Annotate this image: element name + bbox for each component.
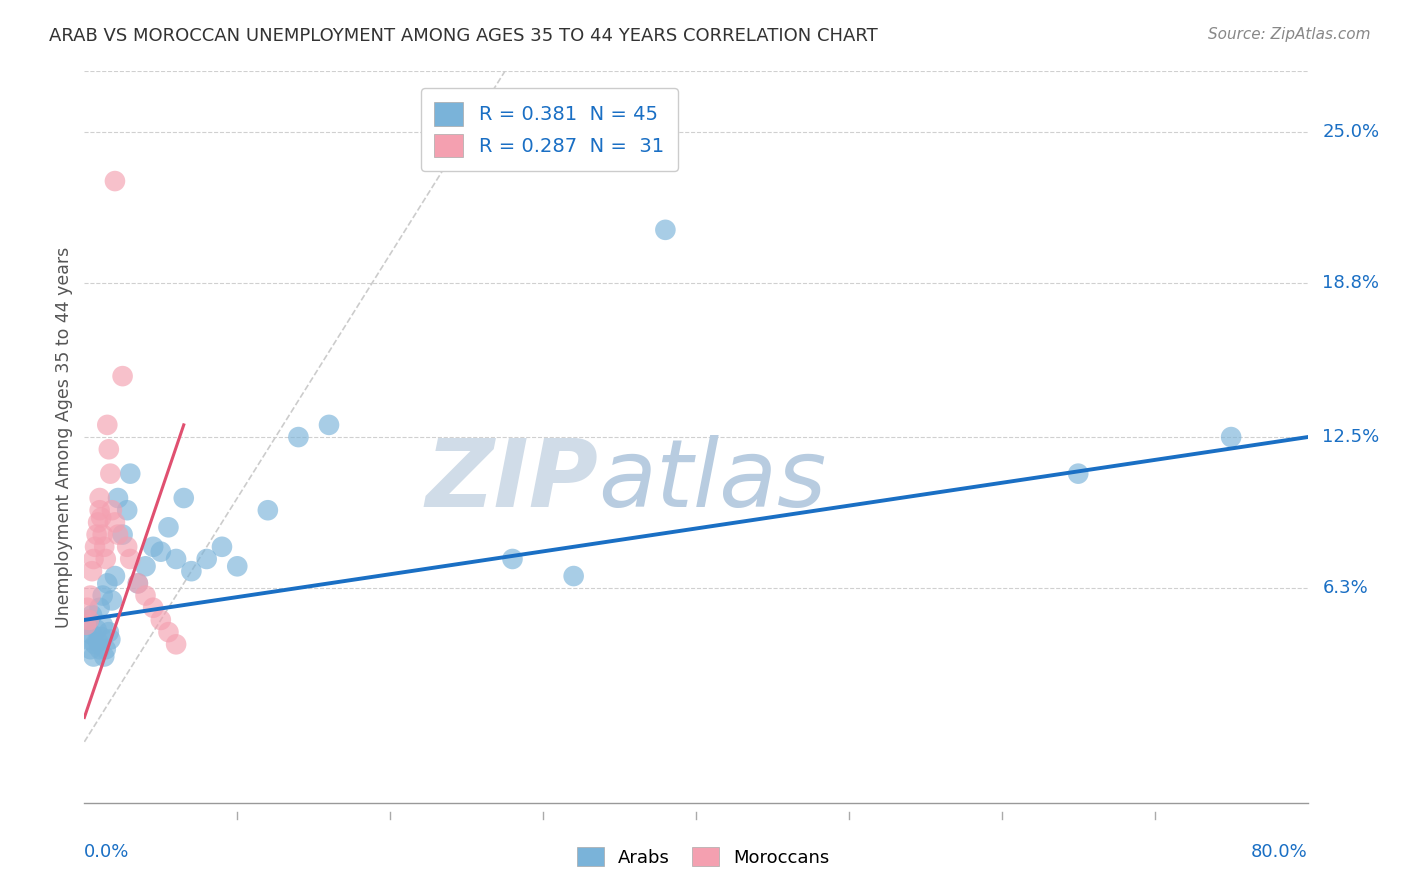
Point	[115, 540, 138, 554]
Point	[80, 608, 103, 623]
Point	[91, 527, 114, 541]
Point	[76, 600, 98, 615]
Point	[149, 613, 172, 627]
Text: atlas: atlas	[598, 435, 827, 526]
Point	[97, 442, 120, 457]
Point	[165, 637, 187, 651]
Point	[142, 540, 165, 554]
Point	[101, 503, 124, 517]
Point	[104, 516, 127, 530]
Text: Source: ZipAtlas.com: Source: ZipAtlas.com	[1208, 27, 1371, 42]
Point	[107, 527, 129, 541]
Text: 18.8%: 18.8%	[1322, 275, 1379, 293]
Y-axis label: Unemployment Among Ages 35 to 44 years: Unemployment Among Ages 35 to 44 years	[55, 246, 73, 628]
Point	[80, 627, 103, 641]
Point	[96, 417, 118, 432]
Text: ZIP: ZIP	[425, 435, 598, 527]
Point	[111, 527, 134, 541]
Text: 25.0%: 25.0%	[1322, 123, 1379, 141]
Legend: R = 0.381  N = 45, R = 0.287  N =  31: R = 0.381 N = 45, R = 0.287 N = 31	[420, 88, 678, 171]
Point	[86, 527, 108, 541]
Point	[84, 637, 107, 651]
Point	[90, 510, 112, 524]
Point	[107, 491, 129, 505]
Point	[84, 540, 107, 554]
Text: ARAB VS MOROCCAN UNEMPLOYMENT AMONG AGES 35 TO 44 YEARS CORRELATION CHART: ARAB VS MOROCCAN UNEMPLOYMENT AMONG AGES…	[49, 27, 877, 45]
Point	[97, 625, 120, 640]
Point	[77, 613, 100, 627]
Point	[120, 467, 142, 481]
Point	[91, 589, 114, 603]
Point	[89, 642, 111, 657]
Point	[93, 649, 115, 664]
Point	[101, 593, 124, 607]
Point	[94, 642, 117, 657]
Point	[120, 552, 142, 566]
Text: 0.0%: 0.0%	[84, 843, 129, 861]
Point	[76, 632, 98, 647]
Point	[127, 576, 149, 591]
Point	[89, 503, 111, 517]
Point	[104, 174, 127, 188]
Point	[75, 617, 97, 632]
Point	[654, 223, 676, 237]
Point	[180, 564, 202, 578]
Point	[562, 569, 585, 583]
Point	[127, 576, 149, 591]
Point	[157, 625, 180, 640]
Point	[211, 540, 233, 554]
Point	[1220, 430, 1243, 444]
Point	[86, 623, 108, 637]
Text: 12.5%: 12.5%	[1322, 428, 1379, 446]
Point	[79, 642, 101, 657]
Point	[75, 617, 97, 632]
Point	[111, 369, 134, 384]
Point	[318, 417, 340, 432]
Point	[1067, 467, 1090, 481]
Point	[87, 516, 110, 530]
Point	[502, 552, 524, 566]
Point	[257, 503, 280, 517]
Point	[226, 559, 249, 574]
Point	[142, 600, 165, 615]
Point	[149, 544, 172, 558]
Point	[91, 617, 114, 632]
Point	[115, 503, 138, 517]
Point	[135, 559, 157, 574]
Point	[83, 552, 105, 566]
Point	[83, 649, 105, 664]
Point	[93, 540, 115, 554]
Point	[89, 600, 111, 615]
Point	[90, 630, 112, 644]
Text: 80.0%: 80.0%	[1251, 843, 1308, 861]
Point	[287, 430, 309, 444]
Point	[87, 635, 110, 649]
Point	[96, 576, 118, 591]
Point	[79, 589, 101, 603]
Point	[98, 632, 121, 647]
Text: 6.3%: 6.3%	[1322, 579, 1368, 598]
Point	[165, 552, 187, 566]
Legend: Arabs, Moroccans: Arabs, Moroccans	[569, 840, 837, 874]
Point	[89, 491, 111, 505]
Point	[80, 564, 103, 578]
Point	[104, 569, 127, 583]
Point	[77, 613, 100, 627]
Point	[157, 520, 180, 534]
Point	[173, 491, 195, 505]
Point	[135, 589, 157, 603]
Point	[98, 467, 121, 481]
Point	[195, 552, 218, 566]
Point	[94, 552, 117, 566]
